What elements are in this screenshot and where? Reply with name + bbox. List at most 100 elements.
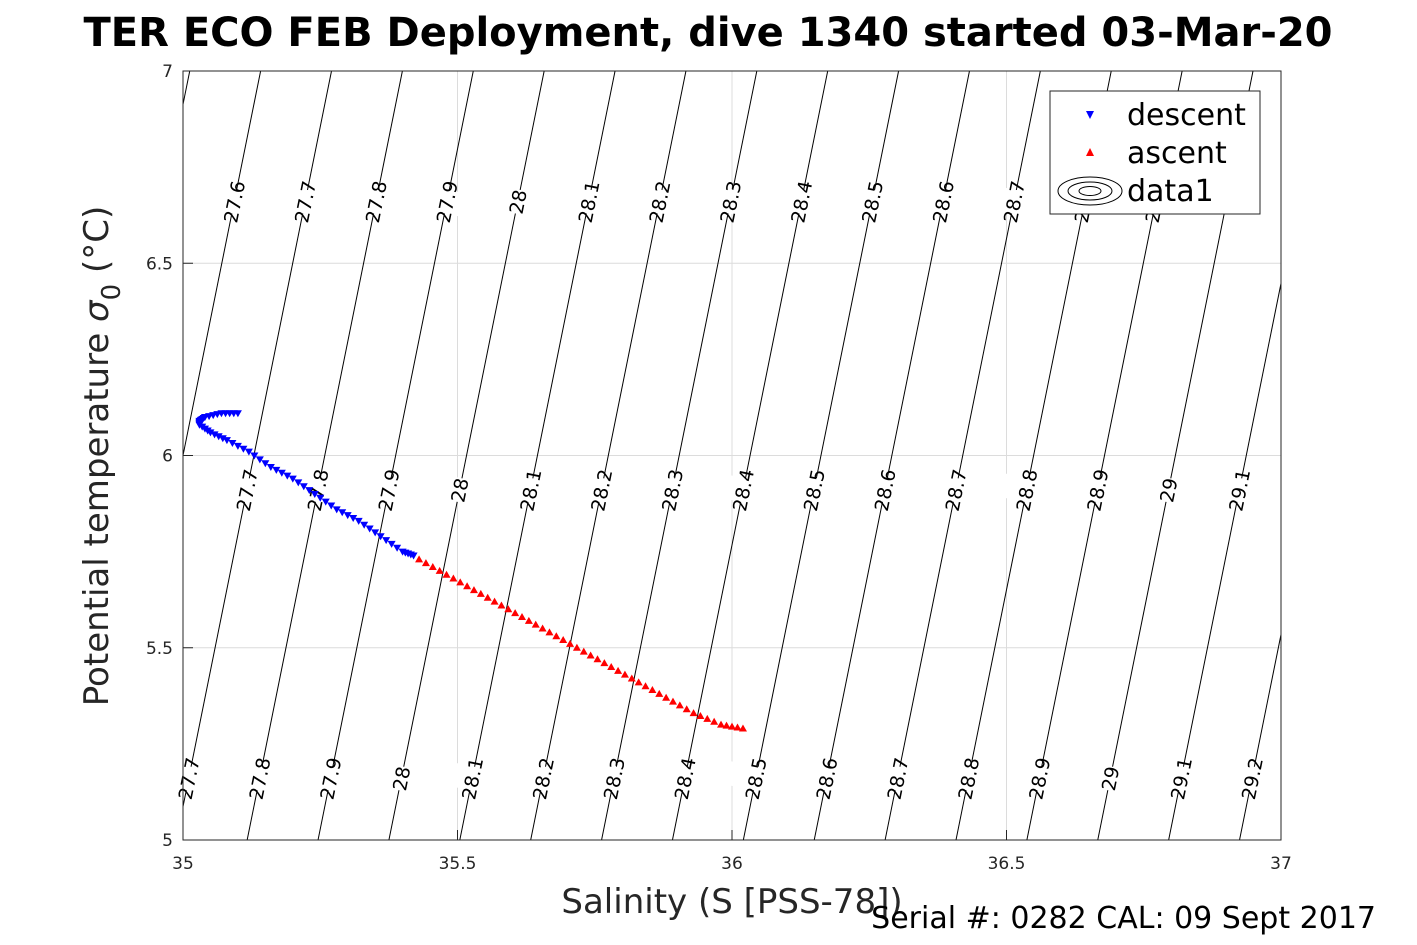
data-point-descent	[218, 435, 227, 443]
data-point-descent	[376, 533, 385, 541]
contour-label-bg	[485, 184, 550, 220]
contour-label-bg	[556, 184, 621, 220]
data-point-ascent	[497, 601, 506, 609]
data-point-descent	[294, 479, 303, 487]
data-point-descent	[206, 429, 215, 437]
data-point-ascent	[655, 689, 664, 697]
contour-label-bg	[982, 184, 1046, 220]
contour-label-bg	[498, 472, 563, 508]
data-point-ascent	[415, 555, 424, 563]
contour-label-bg	[286, 472, 350, 508]
data-point-descent	[299, 483, 308, 491]
data-point-ascent	[428, 563, 437, 571]
contour-label-bg	[227, 760, 292, 797]
contour-label-bg	[627, 184, 692, 220]
data-point-ascent	[722, 721, 731, 729]
legend: descent ascent data1	[1049, 90, 1261, 215]
contour-label-bg	[865, 760, 930, 797]
contour-label-bg	[215, 472, 279, 508]
data-point-descent	[349, 514, 358, 522]
data-point-ascent	[634, 678, 643, 686]
chart-title: TER ECO FEB Deployment, dive 1340 starte…	[83, 10, 1332, 56]
legend-label-descent: descent	[1127, 98, 1246, 133]
contour-label-bg	[923, 472, 988, 508]
data-point-ascent	[728, 722, 736, 730]
contour-label-bg	[156, 760, 221, 797]
data-point-ascent	[476, 589, 485, 597]
data-point-descent	[266, 464, 275, 472]
legend-marker-descent	[1086, 111, 1094, 119]
data-point-descent	[310, 490, 319, 498]
data-point-descent	[250, 452, 259, 460]
isopycnal-line	[1168, 280, 1281, 840]
data-point-ascent	[518, 612, 527, 620]
contour-label-bg	[298, 760, 363, 797]
data-point-descent	[387, 540, 396, 548]
contour-label-bg	[794, 760, 859, 797]
series-ascent	[415, 555, 747, 732]
data-point-ascent	[511, 609, 520, 617]
data-point-descent	[409, 552, 418, 560]
x-axis-label: Salinity (S [PSS-78])	[561, 882, 902, 922]
data-point-ascent	[545, 628, 554, 636]
data-point-ascent	[524, 616, 533, 624]
y-tick-label: 5.5	[146, 639, 173, 659]
x-tick-label: 35	[172, 854, 194, 874]
data-point-descent	[255, 456, 264, 464]
y-axis-label-subscript: 0	[97, 284, 127, 301]
data-point-ascent	[566, 639, 575, 647]
data-point-ascent	[449, 574, 458, 582]
data-point-ascent	[620, 670, 629, 678]
contour-label-bg	[344, 184, 408, 220]
data-point-ascent	[552, 632, 561, 640]
data-point-descent	[393, 544, 402, 552]
contour-label-bg	[1136, 472, 1201, 508]
data-point-descent	[272, 466, 281, 474]
y-axis-label-sigma: σ	[77, 299, 117, 322]
data-point-ascent	[696, 711, 705, 719]
data-point-ascent	[648, 686, 657, 694]
contour-label-bg	[653, 760, 717, 797]
data-point-descent	[305, 487, 314, 495]
contour-label-bg	[569, 472, 634, 508]
contour-label-bg	[369, 760, 434, 797]
data-point-ascent	[531, 620, 540, 628]
contour-label-bg	[769, 184, 834, 220]
calibration-footer: Serial #: 0282 CAL: 09 Sept 2017	[871, 901, 1376, 936]
data-point-descent	[239, 445, 248, 453]
data-point-descent	[261, 460, 270, 468]
data-point-ascent	[490, 597, 499, 605]
contour-label-bg	[840, 184, 904, 220]
data-point-ascent	[627, 674, 636, 682]
contour-label: 28	[389, 765, 415, 793]
data-point-ascent	[504, 605, 513, 613]
contour-label-bg	[202, 184, 267, 220]
contour-label-bg	[698, 184, 763, 220]
data-point-ascent	[738, 724, 747, 732]
contour-label-bg	[440, 760, 505, 797]
y-tick-label: 5	[162, 831, 173, 851]
contour-label-bg	[936, 760, 1001, 797]
contour-label-bg	[994, 472, 1059, 508]
data-point-ascent	[586, 651, 595, 659]
contour-label: 29	[1156, 476, 1182, 504]
legend-label-ascent: ascent	[1127, 136, 1227, 171]
data-point-descent	[210, 431, 219, 439]
contour-label-bg	[853, 472, 917, 508]
data-point-ascent	[600, 659, 609, 667]
data-point-descent	[283, 472, 292, 480]
data-point-ascent	[442, 570, 451, 578]
contour-label-bg	[273, 184, 337, 220]
contour-label-bg	[1207, 472, 1272, 508]
data-point-ascent	[456, 578, 465, 586]
data-point-ascent	[607, 662, 616, 670]
data-point-descent	[214, 433, 223, 441]
contour-label-bg	[711, 472, 775, 508]
legend-box	[1049, 90, 1261, 215]
data-point-descent	[222, 437, 231, 445]
contour-label-bg	[511, 760, 575, 797]
contour-label-bg	[582, 760, 646, 797]
data-point-ascent	[710, 717, 719, 725]
data-point-descent	[360, 521, 369, 529]
